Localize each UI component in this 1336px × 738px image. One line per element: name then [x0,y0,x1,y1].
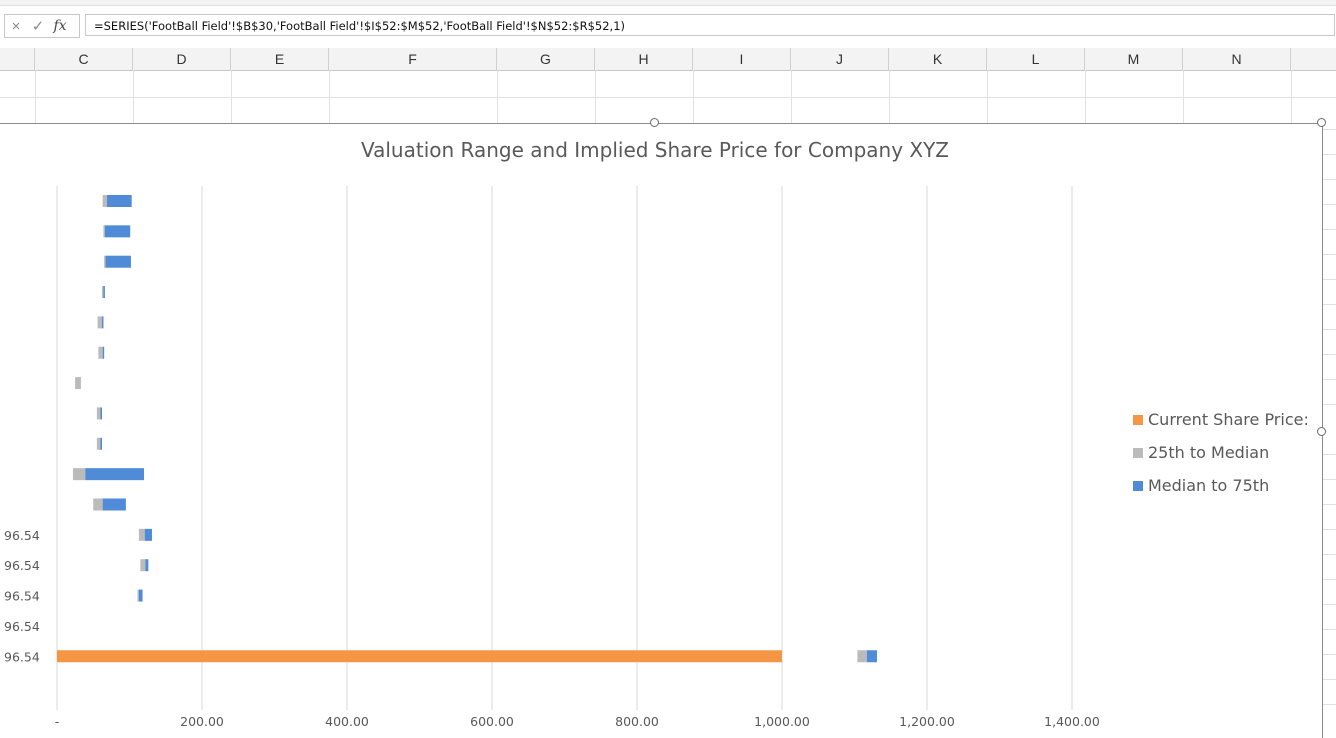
formula-bar: × ✓ fx =SERIES('FootBall Field'!$B$30,'F… [0,0,1336,49]
bar-median-to-75th [144,528,152,541]
bar-median-to-75th [105,255,131,268]
bar-25th-to-median [96,437,101,450]
bar-25th-to-median [137,589,139,602]
x-tick-label: 1,200.00 [899,714,955,729]
row-label: 96.54 [4,528,40,543]
bar-median-to-75th [85,468,144,481]
row-label: 96.54 [4,558,40,573]
confirm-icon[interactable]: ✓ [31,18,45,35]
column-header-l[interactable]: L [987,48,1085,70]
x-tick-label: 200.00 [180,714,224,729]
chart-area[interactable] [0,123,1322,738]
bar-median-to-75th [138,589,143,602]
column-header-h[interactable]: H [595,48,693,70]
legend-item-current-price: Current Share Price: [1133,410,1323,443]
ribbon-edge [0,0,1336,6]
column-header-c[interactable]: C [35,48,133,70]
column-header-o[interactable] [1291,48,1336,70]
bar-median-to-75th [102,498,126,511]
legend-item-median-to-75th: Median to 75th [1133,476,1323,509]
bar-median-to-75th [102,346,105,359]
legend-swatch-median-to-75th [1133,481,1143,491]
formula-bar-buttons: × ✓ fx [4,14,80,38]
legend-label-current-price: Current Share Price: [1148,410,1309,429]
legend-label-median-to-75th: Median to 75th [1148,476,1270,495]
legend-swatch-current-price [1133,415,1143,425]
column-header-n[interactable]: N [1183,48,1291,70]
column-header-e[interactable]: E [231,48,329,70]
bar-median-to-75th [100,437,102,450]
x-tick-label: - [55,714,60,729]
cancel-icon[interactable]: × [11,17,21,35]
x-tick-label: 1,400.00 [1044,714,1100,729]
bar-median-to-75th [145,559,149,572]
bar-median-to-75th [104,225,131,238]
bar-25th-to-median [97,316,102,329]
column-headers: C D E F G H I J K L M N [0,48,1336,71]
bar-median-to-75th [107,195,132,207]
formula-input[interactable]: =SERIES('FootBall Field'!$B$30,'FootBall… [85,14,1335,36]
plot-area[interactable]: - 200.00 400.00 600.00 800.00 1,000.00 1,200.0… [0,180,1320,738]
bar-25th-to-median [857,650,867,663]
column-header-g[interactable]: G [497,48,595,70]
bar-25th-to-median [102,195,108,207]
cell-grid-right [1323,124,1336,738]
legend-item-25th-to-median: 25th to Median [1133,443,1323,476]
chart-title[interactable]: Valuation Range and Implied Share Price … [360,138,950,162]
bar-25th-to-median [98,346,103,359]
bar-25th-to-median [104,255,106,268]
x-tick-label: 400.00 [325,714,369,729]
resize-handle-right[interactable] [1317,427,1326,436]
bar-25th-to-median [138,528,145,541]
bar-25th-to-median [140,559,146,572]
row-label: 96.54 [4,619,40,634]
chart-legend[interactable]: Current Share Price: 25th to Median Medi… [1133,410,1323,509]
bar-25th-to-median [96,407,101,420]
column-header-j[interactable]: J [791,48,889,70]
column-header-d[interactable]: D [133,48,231,70]
bar-current-price [57,650,782,663]
resize-handle-top[interactable] [650,118,659,127]
bar-25th-to-median [72,468,86,481]
bar-25th-to-median [75,377,81,390]
legend-swatch-25th-to-median [1133,448,1143,458]
bar-25th-to-median [93,498,103,511]
x-tick-label: 1,000.00 [754,714,810,729]
column-header-m[interactable]: M [1085,48,1183,70]
row-label: 96.54 [4,589,40,604]
bar-median-to-75th [101,316,104,329]
insert-function-button[interactable]: fx [53,18,67,34]
x-tick-label: 800.00 [615,714,659,729]
legend-label-25th-to-median: 25th to Median [1148,443,1270,462]
cell-grid[interactable] [0,70,1336,124]
column-header-b[interactable] [0,48,35,70]
column-header-i[interactable]: I [693,48,791,70]
chart-border-top [0,123,1322,124]
row-label: 96.54 [4,649,40,664]
bar-median-to-75th [866,650,877,663]
x-tick-label: 600.00 [470,714,514,729]
column-header-k[interactable]: K [889,48,987,70]
column-header-f[interactable]: F [329,48,497,70]
bar-25th-to-median [103,225,105,238]
resize-handle-top-right[interactable] [1317,118,1326,127]
bar-25th-to-median [101,286,104,299]
bar-median-to-75th [100,407,102,420]
bar-median-to-75th [103,286,105,299]
